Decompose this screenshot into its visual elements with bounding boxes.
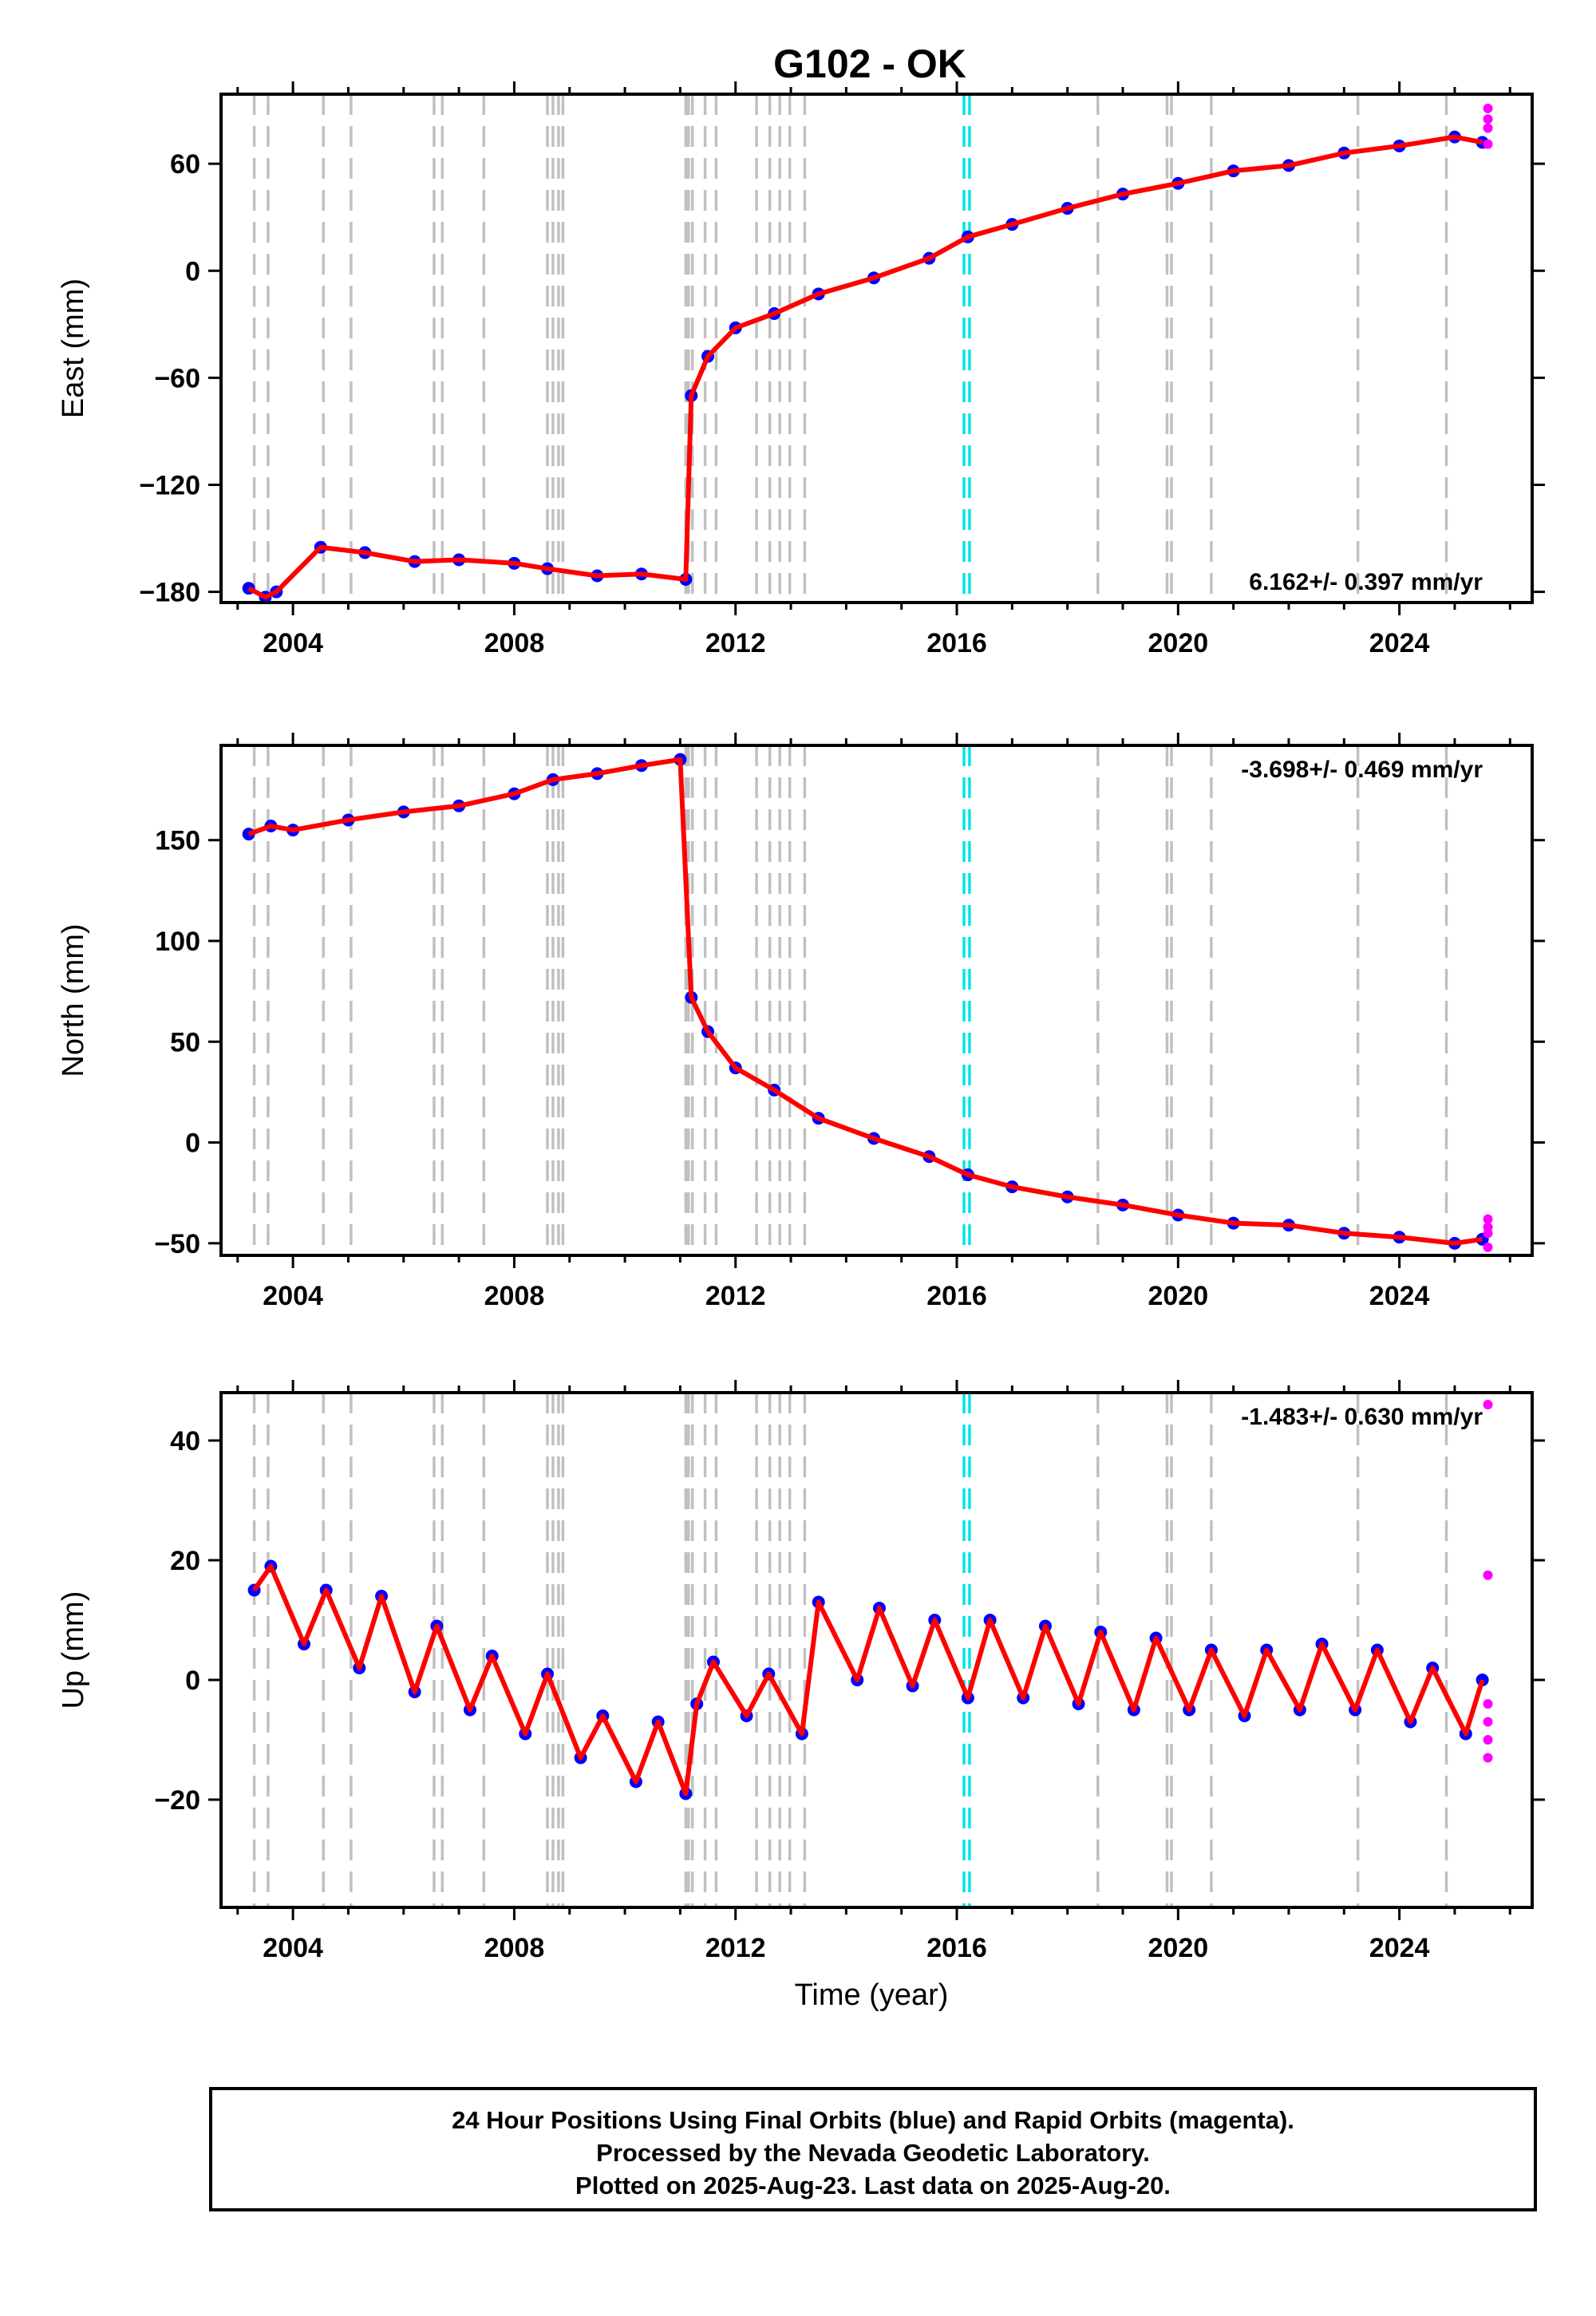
caption-line-3: Plotted on 2025-Aug-23. Last data on 202…: [575, 2172, 1171, 2199]
rapid-orbit-point-north-3: [1483, 1242, 1493, 1252]
rapid-orbit-point-up-1: [1483, 1570, 1493, 1580]
plot-frame-up: [219, 1391, 1534, 1909]
x-tick-label-east-2024: 2024: [1369, 628, 1430, 658]
y-tick-label-up-0: 0: [185, 1666, 200, 1696]
x-tick-label-east-2016: 2016: [926, 628, 987, 658]
rate-label-north: -3.698+/- 0.469 mm/yr: [1241, 757, 1483, 783]
x-tick-label-north-2004: 2004: [263, 1281, 323, 1311]
rapid-orbit-point-up-3: [1483, 1717, 1493, 1727]
panel-east: 2004 2008 2012 2016 2020 2024 −180 −120 −60 0 60 Ea…: [57, 81, 1545, 658]
x-tick-label-north-2024: 2024: [1369, 1281, 1430, 1311]
rapid-orbit-point-east-1: [1483, 114, 1493, 124]
rapid-orbit-point-east-3: [1483, 139, 1493, 149]
plot-frame-east: [219, 93, 1534, 604]
y-axis-title-east: East (mm): [57, 279, 90, 418]
rapid-orbit-point-up-5: [1483, 1753, 1493, 1763]
rapid-orbit-point-up-0: [1483, 1400, 1493, 1409]
x-tick-label-up-2012: 2012: [705, 1933, 766, 1963]
rapid-orbit-point-east-2: [1483, 123, 1493, 133]
y-tick-label-east--60: −60: [154, 363, 200, 393]
panel-up: 2004 2008 2012 2016 2020 2024 −20 0 20 40 Up (mm) -…: [57, 1380, 1545, 1963]
model-line-north: [247, 757, 1483, 1246]
rapid-orbit-point-up-2: [1483, 1699, 1493, 1709]
rapid-orbit-point-north-2: [1483, 1228, 1493, 1239]
x-tick-label-east-2020: 2020: [1148, 628, 1209, 658]
y-tick-label-north-50: 50: [170, 1027, 200, 1057]
caption-line-2: Processed by the Nevada Geodetic Laborat…: [596, 2139, 1150, 2167]
x-tick-label-up-2008: 2008: [484, 1933, 545, 1963]
y-axis-title-north: North (mm): [57, 923, 90, 1077]
x-tick-label-east-2012: 2012: [705, 628, 766, 658]
rapid-orbit-point-north-0: [1483, 1214, 1493, 1224]
y-tick-label-up-40: 40: [170, 1426, 200, 1456]
caption-box: [209, 2087, 1537, 2211]
y-axis-title-up: Up (mm): [57, 1591, 90, 1709]
y-tick-label-up-20: 20: [170, 1546, 200, 1576]
model-line-up: [252, 1563, 1485, 1796]
y-tick-label-north-100: 100: [155, 927, 200, 957]
caption-line-1: 24 Hour Positions Using Final Orbits (bl…: [452, 2106, 1294, 2134]
rapid-orbit-point-east-0: [1483, 103, 1493, 113]
x-tick-label-north-2012: 2012: [705, 1281, 766, 1311]
panel-north: 2004 2008 2012 2016 2020 2024 −50 0 50 100 150 Nort…: [57, 733, 1545, 1311]
y-tick-label-east--120: −120: [139, 470, 200, 500]
y-tick-label-north--50: −50: [154, 1229, 200, 1259]
rapid-orbit-point-up-4: [1483, 1735, 1493, 1745]
plot-title: G102 - OK: [773, 41, 966, 86]
y-tick-label-east--180: −180: [139, 578, 200, 608]
y-tick-label-east-0: 0: [185, 256, 200, 287]
x-tick-label-north-2020: 2020: [1148, 1281, 1209, 1311]
x-tick-label-up-2004: 2004: [263, 1933, 323, 1963]
x-axis-title: Time (year): [795, 1978, 949, 2012]
x-tick-label-up-2020: 2020: [1148, 1933, 1209, 1963]
x-tick-label-east-2004: 2004: [263, 628, 323, 658]
y-tick-label-north-150: 150: [155, 826, 200, 856]
x-tick-label-up-2016: 2016: [926, 1933, 987, 1963]
rate-label-up: -1.483+/- 0.630 mm/yr: [1241, 1404, 1483, 1430]
x-tick-label-east-2008: 2008: [484, 628, 545, 658]
model-line-east: [247, 134, 1483, 600]
y-tick-label-east-60: 60: [170, 149, 200, 180]
panels: 2004 2008 2012 2016 2020 2024 −180 −120 −60 0 60 Ea…: [57, 81, 1545, 1963]
rate-label-east: 6.162+/- 0.397 mm/yr: [1249, 569, 1483, 595]
x-tick-label-up-2024: 2024: [1369, 1933, 1430, 1963]
plot-frame-north: [219, 744, 1534, 1257]
x-tick-label-north-2008: 2008: [484, 1281, 545, 1311]
y-tick-label-up--20: −20: [154, 1785, 200, 1816]
y-tick-label-north-0: 0: [185, 1128, 200, 1159]
x-tick-label-north-2016: 2016: [926, 1281, 987, 1311]
